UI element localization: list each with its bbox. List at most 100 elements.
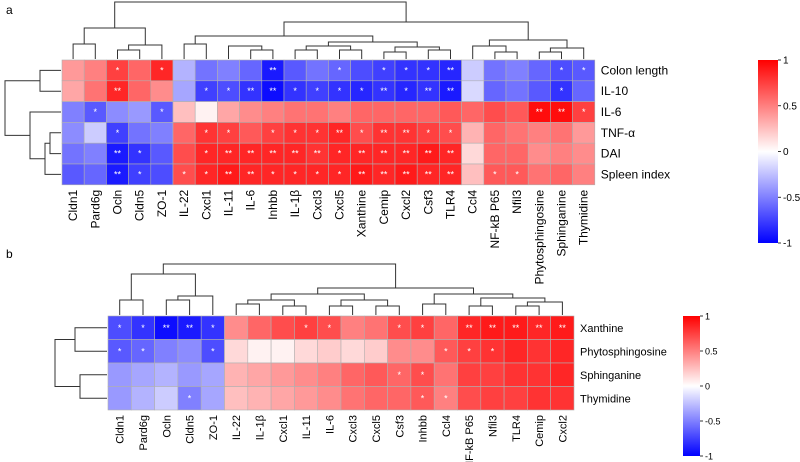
significance-mark: ** — [292, 149, 300, 159]
heatmap-cell — [433, 362, 458, 387]
column-label: Cxcl1 — [199, 189, 213, 219]
heatmap-cell — [150, 80, 174, 102]
panel-a-row-labels: Colon length IL-10 IL-6 TNF-α DAI Spleen inde… — [601, 63, 670, 181]
dendrogram-branch — [427, 49, 451, 59]
column-label: Ocln — [111, 190, 125, 215]
heatmap-cell — [61, 163, 85, 186]
dendrogram-branch — [247, 299, 295, 306]
heatmap-cell — [439, 101, 462, 123]
significance-mark: * — [493, 169, 497, 179]
dendrogram-branch — [305, 45, 352, 50]
significance-mark: * — [316, 128, 320, 138]
column-label: ZO-1 — [208, 415, 220, 440]
dendrogram-branch — [49, 132, 61, 155]
significance-mark: ** — [114, 169, 122, 179]
heatmap-cell — [527, 80, 551, 102]
dendrogram-branch — [340, 299, 389, 306]
significance-mark: * — [182, 169, 186, 179]
significance-mark: * — [404, 65, 408, 75]
heatmap-cell — [505, 80, 529, 102]
column-label: Nfil3 — [510, 189, 524, 213]
heatmap-cell — [328, 101, 351, 123]
heatmap-cell — [363, 362, 388, 387]
column-label: NF-kB P65 — [488, 189, 502, 248]
colorbar-tick-label: 1 — [783, 56, 789, 67]
heatmap-cell — [527, 163, 551, 186]
panel-b-colorbar: 1 0.5 0 -0.5 -1 — [683, 312, 721, 462]
significance-mark: * — [360, 128, 364, 138]
dendrogram-branch — [468, 305, 493, 315]
heatmap-cell — [172, 101, 196, 123]
heatmap-cell — [172, 59, 196, 82]
significance-mark: * — [467, 346, 471, 356]
column-label: Cemip — [377, 189, 391, 224]
significance-mark: * — [160, 107, 164, 117]
colorbar-tick-label: -0.5 — [783, 193, 800, 204]
heatmap-cell — [270, 386, 295, 411]
dendrogram-branch — [270, 293, 365, 300]
panel-a: a * * ** * * * * ** * *** * * ** ** * * * * ** * ** ** ** * ** **… — [4, 1, 800, 285]
heatmap-cell — [172, 80, 196, 102]
heatmap-cell — [61, 142, 85, 165]
heatmap-cell — [200, 362, 225, 387]
heatmap-cell — [317, 362, 342, 387]
heatmap-cell — [433, 315, 458, 340]
significance-mark: ** — [314, 149, 322, 159]
dendrogram-branch — [294, 49, 318, 59]
heatmap-cell — [461, 101, 485, 123]
heatmap-cell — [461, 80, 485, 102]
dendrogram-branch — [72, 43, 96, 59]
heatmap-cell — [150, 122, 174, 144]
colorbar-tick-label: 0.5 — [705, 347, 718, 357]
dendrogram-branch — [119, 299, 144, 315]
significance-mark: ** — [163, 323, 171, 333]
heatmap-cell — [461, 122, 485, 144]
significance-mark: * — [449, 128, 453, 138]
heatmap-cell — [177, 339, 202, 364]
significance-mark: * — [118, 323, 122, 333]
heatmap-cell — [61, 59, 85, 82]
heatmap-cell — [550, 122, 573, 144]
significance-mark: * — [338, 86, 342, 96]
heatmap-cell — [505, 101, 529, 123]
significance-mark: * — [227, 86, 231, 96]
significance-mark: ** — [247, 149, 255, 159]
significance-mark: * — [94, 107, 98, 117]
dendrogram-branch — [317, 287, 474, 294]
heatmap-cell — [131, 362, 155, 387]
colorbar-tick-label: 0.5 — [783, 101, 797, 112]
heatmap-cell — [410, 339, 435, 364]
significance-mark: ** — [403, 149, 411, 159]
heatmap-cell — [172, 122, 196, 144]
heatmap-cell — [270, 339, 295, 364]
significance-mark: ** — [536, 107, 544, 117]
significance-mark: * — [328, 323, 332, 333]
row-label: Xanthine — [580, 323, 623, 335]
heatmap-cell — [483, 142, 507, 165]
column-label: Cxcl5 — [333, 189, 347, 219]
heatmap-cell — [270, 315, 295, 340]
significance-mark: ** — [269, 149, 277, 159]
heatmap-cell — [294, 386, 318, 411]
dendrogram-branch — [494, 51, 518, 59]
significance-mark: ** — [447, 65, 455, 75]
heatmap-cell — [224, 339, 249, 364]
column-label: Phytosphingosine — [532, 189, 546, 284]
heatmap-cell — [283, 59, 307, 82]
panel-b-heatmap — [107, 315, 575, 411]
dendrogram-branch — [538, 51, 562, 59]
heatmap-cell — [239, 122, 263, 144]
heatmap-cell — [317, 386, 342, 411]
significance-mark: ** — [269, 65, 277, 75]
dendrogram-branch — [74, 327, 107, 352]
panel-a-significance-marks: * * ** * * * * ** * *** * * ** ** * * * * ** * ** ** ** * ** ** **… — [94, 65, 586, 179]
column-label: Cldn5 — [185, 415, 197, 444]
dendrogram-branch — [526, 301, 563, 315]
significance-mark: * — [560, 86, 564, 96]
heatmap-cell — [154, 362, 179, 387]
significance-mark: * — [444, 346, 448, 356]
panel-b-row-labels: Xanthine Phytosphingosine Sphinganine Thymi… — [580, 323, 667, 406]
dendrogram-branch — [79, 374, 107, 399]
heatmap-cell — [294, 339, 318, 364]
significance-mark: ** — [186, 323, 194, 333]
